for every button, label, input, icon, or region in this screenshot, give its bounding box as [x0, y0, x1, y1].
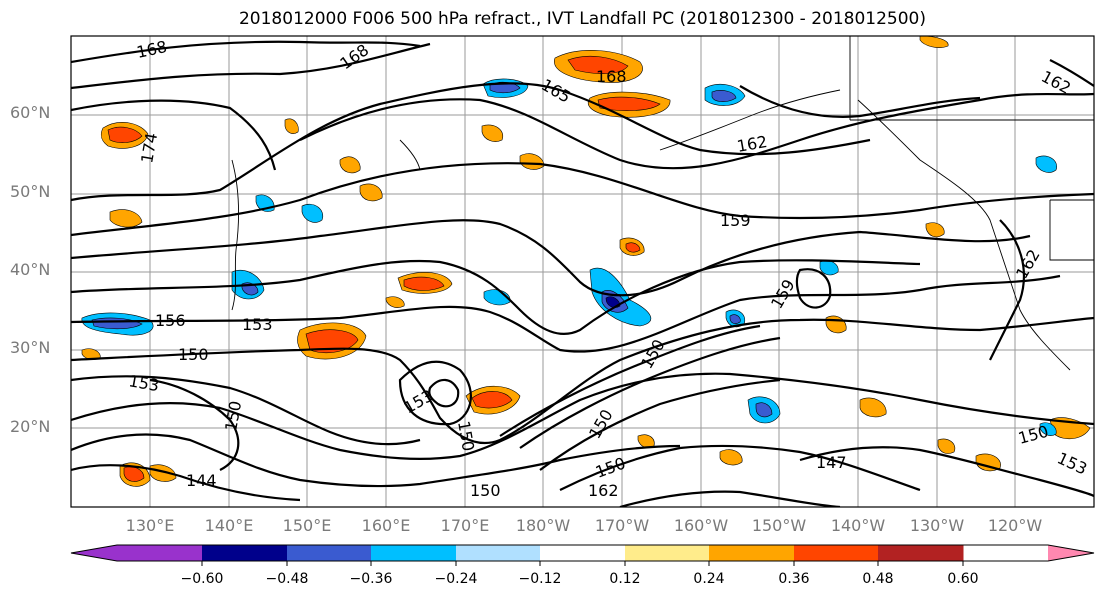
lon-label-170w: 170°W [594, 516, 650, 535]
contour-label: 153 [242, 315, 273, 334]
lat-label-40n: 40°N [10, 260, 51, 279]
colorbar-segment [117, 545, 203, 561]
lon-label-130e: 130°E [125, 516, 175, 535]
contour-label: 168 [596, 67, 627, 86]
colorbar-segment [540, 545, 626, 561]
lon-label-180w: 180°W [515, 516, 571, 535]
refractivity-shading [81, 36, 1091, 487]
lat-label-30n: 30°N [10, 338, 51, 357]
colorbar-extend-low [71, 545, 117, 561]
colorbar-extend-high [1048, 545, 1094, 561]
colorbar-segment [709, 545, 795, 561]
lon-label-120w: 120°W [987, 516, 1043, 535]
lat-label-50n: 50°N [10, 182, 51, 201]
contour-label: 144 [186, 471, 217, 490]
colorbar-tick-label: −0.48 [265, 571, 309, 587]
coastlines [231, 36, 1094, 371]
contour-label: 150 [470, 481, 501, 500]
contour-label: 150 [178, 345, 209, 364]
colorbar-tick-label: −0.36 [349, 571, 393, 587]
colorbar-tick-label: 0.60 [947, 571, 979, 587]
lat-label-20n: 20°N [10, 417, 51, 436]
lon-label-160w: 160°W [673, 516, 729, 535]
contour-label: 159 [720, 211, 751, 230]
lon-label-130w: 130°W [909, 516, 965, 535]
colorbar-segment [794, 545, 879, 561]
colorbar-tick-label: −0.12 [518, 571, 562, 587]
contour-label: 147 [816, 453, 847, 472]
colorbar-segment [878, 545, 964, 561]
lon-label-140e: 140°E [204, 516, 254, 535]
colorbar-segment [371, 545, 457, 561]
colorbar-tick-label: −0.60 [180, 571, 224, 587]
lon-label-150w: 150°W [751, 516, 807, 535]
lat-label-60n: 60°N [10, 103, 51, 122]
contour-label: 156 [155, 311, 186, 330]
colorbar-tick-label: −0.24 [434, 571, 478, 587]
gridlines [71, 36, 1094, 507]
colorbar-segment [202, 545, 288, 561]
colorbar-segment [625, 545, 710, 561]
colorbar-tick-label: 0.24 [693, 571, 725, 587]
lon-label-140w: 140°W [830, 516, 886, 535]
contour-label: 162 [588, 481, 619, 500]
lon-label-150e: 150°E [282, 516, 332, 535]
lon-label-170e: 170°E [440, 516, 490, 535]
colorbar-segment [456, 545, 541, 561]
lon-label-160e: 160°E [361, 516, 411, 535]
map-title: 2018012000 F006 500 hPa refract., IVT La… [238, 9, 926, 29]
geopotential-contours [71, 40, 1094, 507]
colorbar-tick-label: 0.12 [609, 571, 641, 587]
colorbar-tick-label: 0.36 [778, 571, 810, 587]
colorbar-segment [287, 545, 372, 561]
colorbar-tick-label: 0.48 [862, 571, 894, 587]
